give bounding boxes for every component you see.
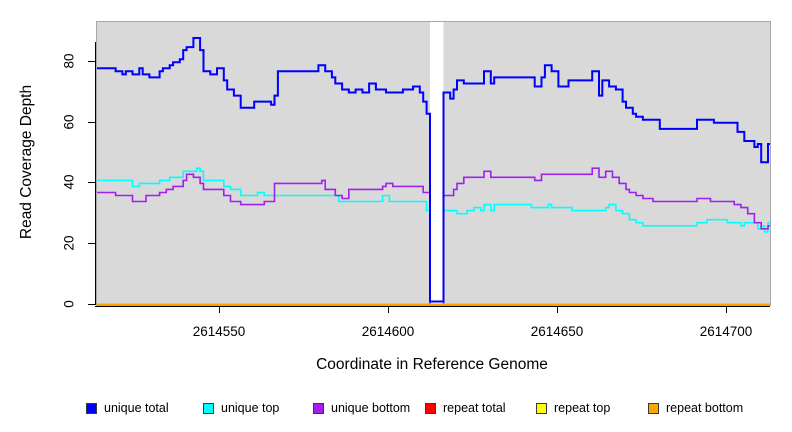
legend-swatch-icon	[313, 402, 324, 414]
series-unique-total	[97, 37, 770, 303]
legend-swatch-icon	[86, 402, 97, 414]
x-tick-mark	[388, 306, 389, 313]
legend-item-unique-bottom: unique bottom	[313, 401, 410, 415]
y-axis-line	[95, 42, 96, 305]
legend-label: repeat bottom	[666, 401, 744, 415]
y-tick-label-text: 60	[61, 114, 77, 130]
x-tick-mark	[557, 306, 558, 313]
x-tick-label: 2614700	[699, 324, 753, 339]
x-tick-label: 2614600	[361, 324, 415, 339]
coverage-gap-band	[430, 22, 444, 305]
plot-panel	[96, 21, 771, 306]
x-tick-mark	[219, 306, 220, 313]
y-tick-mark	[88, 304, 95, 305]
legend-swatch-icon	[536, 402, 547, 414]
legend-item-repeat-top: repeat top	[536, 401, 610, 415]
y-tick-mark	[88, 61, 95, 62]
legend-label: unique total	[104, 401, 169, 415]
x-tick-mark	[726, 306, 727, 313]
y-tick-mark	[88, 122, 95, 123]
legend-item-repeat-total: repeat total	[425, 401, 506, 415]
legend-swatch-icon	[425, 402, 436, 414]
legend-swatch-icon	[648, 402, 659, 414]
legend-swatch-icon	[203, 402, 214, 414]
legend-label: repeat total	[443, 401, 506, 415]
y-tick-label-text: 20	[61, 235, 77, 251]
coverage-lines-canvas	[97, 22, 770, 305]
x-axis-line	[95, 306, 770, 307]
legend-label: unique top	[221, 401, 280, 415]
x-tick-label: 2614550	[192, 324, 246, 339]
legend-item-unique-top: unique top	[203, 401, 279, 415]
y-tick-mark	[88, 243, 95, 244]
y-tick-mark	[88, 182, 95, 183]
legend-item-repeat-bottom: repeat bottom	[648, 401, 743, 415]
x-tick-label: 2614650	[530, 324, 584, 339]
legend-item-unique-total: unique total	[86, 401, 169, 415]
y-tick-label-text: 0	[61, 300, 77, 308]
legend-label: repeat top	[554, 401, 611, 415]
series-unique-top	[97, 167, 770, 305]
legend-label: unique bottom	[331, 401, 411, 415]
y-tick-label-text: 80	[61, 53, 77, 69]
y-tick-label-text: 40	[61, 174, 77, 190]
